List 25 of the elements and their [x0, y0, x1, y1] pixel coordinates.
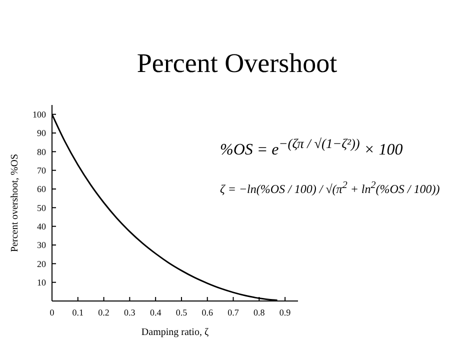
x-tick-label: 0.3 [124, 307, 136, 318]
annotation: %OS = e$^{−(ζπ / √(1−ζ²))}$ × 100 [220, 136, 404, 160]
x-tick-label: 0.7 [228, 307, 240, 318]
x-axis-title: Damping ratio, ζ [141, 327, 209, 338]
x-tick-label: 0.5 [176, 307, 188, 318]
x-tick-label: 0.9 [279, 307, 292, 318]
x-tick-label: 0.8 [254, 307, 266, 318]
x-tick-label: 0.1 [72, 307, 84, 318]
chart-title: Percent Overshoot [136, 48, 338, 79]
x-tick-label: 0.6 [202, 307, 214, 318]
y-axis-title: Percent overshoot, %OS [10, 154, 21, 252]
x-tick-label: 0.4 [150, 307, 162, 318]
annotation: ζ = −ln(%OS / 100) / √(π$^{2}$ + ln$^{2}$(%OS / 100)) [220, 180, 441, 197]
y-tick-label: 100 [32, 110, 46, 120]
y-tick-label: 70 [37, 166, 46, 176]
y-tick-label: 80 [37, 146, 46, 157]
y-tick-label: 60 [37, 184, 46, 194]
x-tick-label: 0 [50, 307, 55, 318]
y-tick-label: 90 [37, 128, 46, 138]
y-tick-label: 20 [37, 258, 46, 269]
y-tick-label: 40 [37, 222, 46, 232]
y-tick-label: 50 [37, 202, 46, 213]
y-tick-label: 10 [37, 278, 46, 288]
y-tick-label: 30 [37, 240, 46, 250]
x-tick-label: 0.2 [98, 307, 110, 318]
